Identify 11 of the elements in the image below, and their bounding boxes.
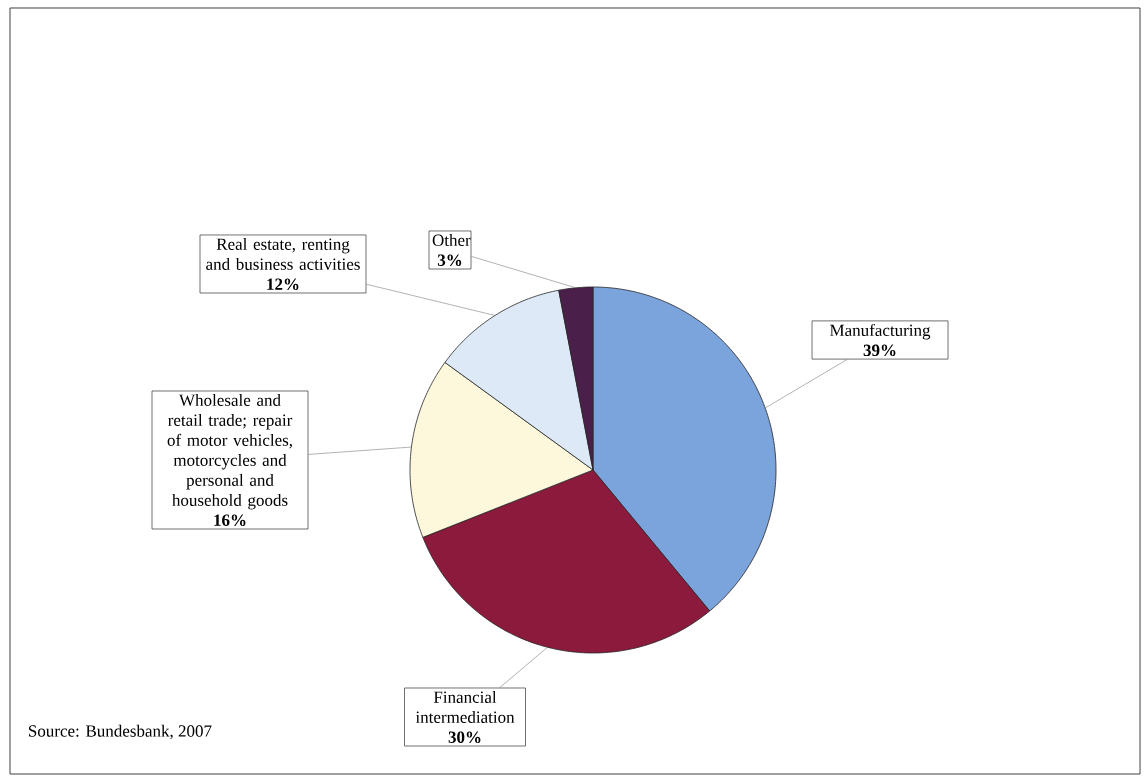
- slice-label: Other: [432, 233, 471, 246]
- data-label: 39%: [863, 344, 896, 357]
- data-label: 16%: [214, 514, 246, 526]
- slice-label: Real estate, renting and business activities: [206, 237, 360, 270]
- slice-label: Manufacturing: [829, 323, 931, 340]
- source-note: Source: Bundesbank, 2007: [29, 724, 212, 740]
- slice-label: Wholesale and retail trade; repair of motor vehicles, motorcycles and personal and household goods: [167, 393, 293, 510]
- slice-label: Financial intermediation: [415, 690, 515, 723]
- data-label: 3%: [437, 254, 462, 266]
- data-label: 30%: [448, 731, 481, 743]
- data-label: 12%: [267, 278, 299, 290]
